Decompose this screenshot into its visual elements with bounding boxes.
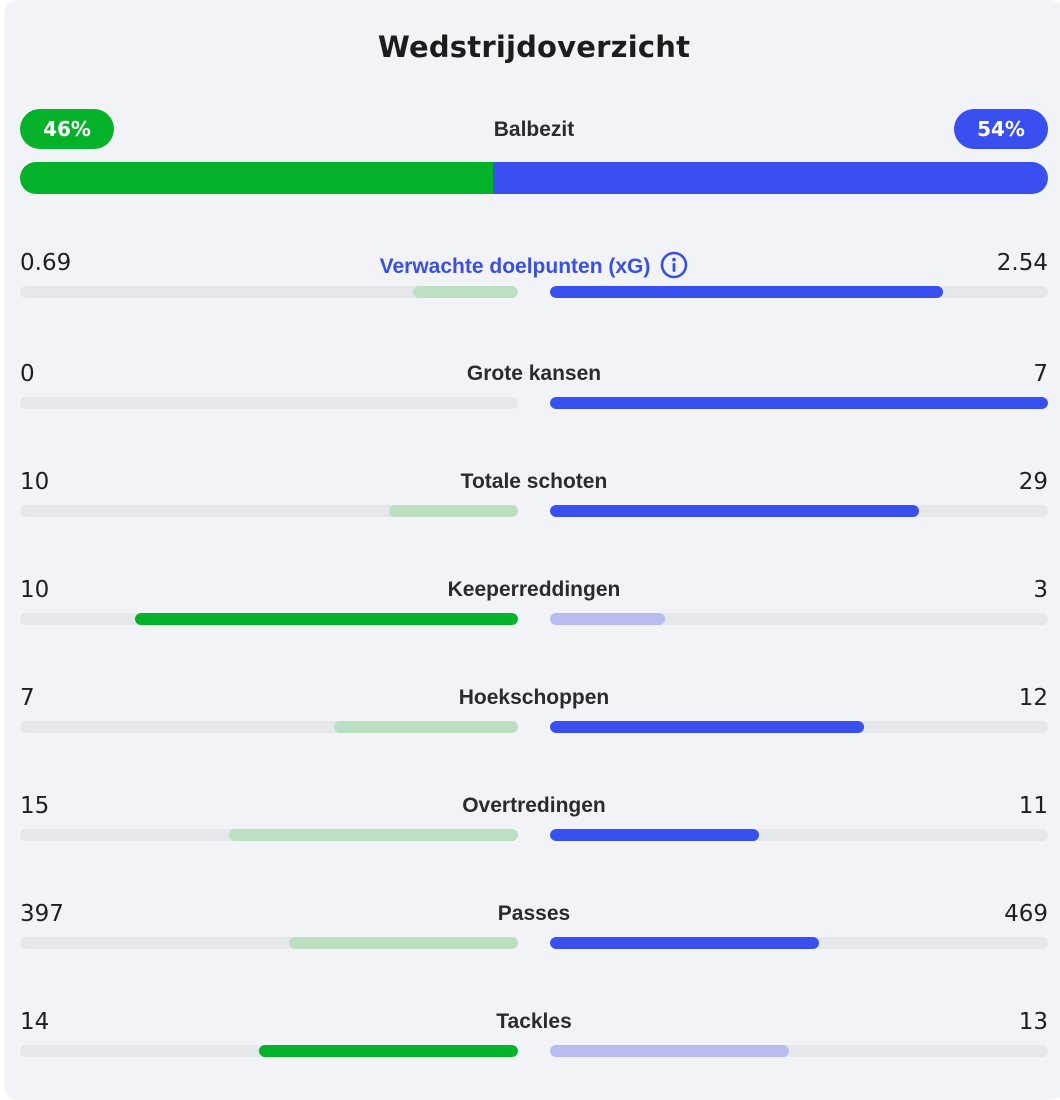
possession-bar-home — [20, 162, 493, 194]
stat-row: 14 Tackles 13 — [4, 1009, 1060, 1099]
stat-home-value: 0 — [20, 361, 35, 387]
stat-away-bar — [550, 721, 1048, 733]
stat-home-bar — [20, 829, 518, 841]
match-overview-card: Wedstrijdoverzicht 46% Balbezit 54% 0.69… — [4, 0, 1060, 1100]
stat-label-text: Hoekschoppen — [458, 686, 610, 709]
stat-away-value: 7 — [1033, 361, 1048, 387]
stat-home-bar-fill — [333, 721, 518, 733]
stat-row: 10 Totale schoten 29 — [4, 469, 1060, 559]
stat-away-value: 2.54 — [996, 250, 1048, 276]
stat-home-bar — [20, 505, 518, 517]
stat-label: Keeperreddingen — [4, 578, 1060, 602]
possession-bar — [20, 162, 1048, 194]
stat-row: 0 Grote kansen 7 — [4, 361, 1060, 451]
stat-home-bar — [20, 286, 518, 298]
stat-away-value: 3 — [1033, 577, 1048, 603]
stat-away-bar-fill — [550, 937, 819, 949]
possession-label: Balbezit — [493, 118, 575, 141]
stat-away-bar — [550, 829, 1048, 841]
stat-home-bar — [20, 721, 518, 733]
stat-home-bar-fill — [134, 613, 518, 625]
stat-away-bar-fill — [550, 397, 1048, 409]
stat-row: 0.69 Verwachte doelpunten (xG) 2.54 — [4, 250, 1060, 340]
stat-label[interactable]: Verwachte doelpunten (xG) — [4, 251, 1060, 279]
stat-row: 397 Passes 469 — [4, 901, 1060, 991]
stat-away-bar-fill — [550, 613, 665, 625]
stat-home-bar-fill — [229, 829, 518, 841]
stat-home-bar-fill — [259, 1045, 518, 1057]
stat-away-value: 11 — [1018, 793, 1048, 819]
stat-home-bar-fill — [388, 505, 518, 517]
stat-away-value: 29 — [1018, 469, 1048, 495]
stat-label-text: Tackles — [496, 1010, 572, 1033]
stat-label: Totale schoten — [4, 470, 1060, 494]
stat-row: 7 Hoekschoppen 12 — [4, 685, 1060, 775]
possession-home-badge: 46% — [20, 109, 114, 149]
possession-away-badge: 54% — [954, 109, 1048, 149]
stat-label: Overtredingen — [4, 794, 1060, 818]
stat-home-value: 15 — [20, 793, 50, 819]
stat-away-bar-fill — [550, 286, 944, 298]
stat-home-bar — [20, 397, 518, 409]
stat-label-text: Grote kansen — [466, 362, 602, 385]
stat-label-text: Overtredingen — [462, 794, 606, 817]
stat-home-bar-fill — [288, 937, 518, 949]
stat-label: Hoekschoppen — [4, 686, 1060, 710]
stat-away-bar — [550, 613, 1048, 625]
stat-home-value: 7 — [20, 685, 35, 711]
stat-row: 15 Overtredingen 11 — [4, 793, 1060, 883]
stat-away-bar-fill — [550, 505, 919, 517]
info-icon[interactable] — [660, 251, 688, 279]
stat-away-value: 469 — [1004, 901, 1048, 927]
card-title: Wedstrijdoverzicht — [377, 30, 691, 64]
stat-home-value: 14 — [20, 1009, 50, 1035]
stat-label-text: Totale schoten — [460, 470, 608, 493]
stat-away-bar-fill — [550, 1045, 790, 1057]
stat-away-bar — [550, 1045, 1048, 1057]
stat-label: Grote kansen — [4, 362, 1060, 386]
stat-away-value: 12 — [1018, 685, 1048, 711]
stat-home-bar-fill — [413, 286, 518, 298]
stat-home-value: 10 — [20, 469, 50, 495]
stat-label-text: Passes — [497, 902, 571, 925]
stat-away-bar-fill — [550, 829, 760, 841]
stat-home-bar — [20, 1045, 518, 1057]
stat-away-bar — [550, 937, 1048, 949]
stat-away-bar-fill — [550, 721, 864, 733]
stat-label: Tackles — [4, 1010, 1060, 1034]
stat-home-bar — [20, 613, 518, 625]
stat-away-bar — [550, 397, 1048, 409]
stat-home-bar — [20, 937, 518, 949]
stat-home-value: 10 — [20, 577, 50, 603]
stat-away-bar — [550, 286, 1048, 298]
possession-bar-away — [492, 162, 1048, 194]
stat-label-text: Keeperreddingen — [447, 578, 621, 601]
stat-home-value: 397 — [20, 901, 64, 927]
stat-home-value: 0.69 — [20, 250, 72, 276]
stat-away-value: 13 — [1018, 1009, 1048, 1035]
stat-away-bar — [550, 505, 1048, 517]
stat-row: 10 Keeperreddingen 3 — [4, 577, 1060, 667]
stat-label-text: Verwachte doelpunten (xG) — [379, 255, 651, 278]
stat-label: Passes — [4, 902, 1060, 926]
